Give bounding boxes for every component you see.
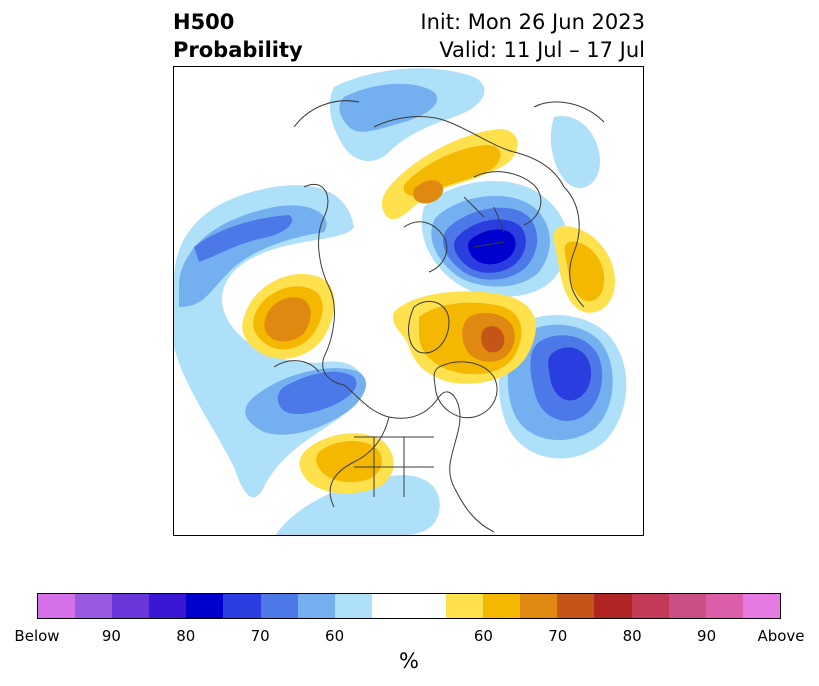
colorbar-swatch: [186, 594, 224, 618]
title-valid-range: Valid: 11 Jul – 17 Jul: [439, 38, 645, 62]
colorbar-swatch: [297, 594, 335, 618]
colorbar-swatch: [38, 594, 76, 618]
anomaly-region-west-coast-orange: [264, 297, 311, 342]
anomaly-region-us-gold: [316, 441, 382, 483]
colorbar-tick-label: 90: [697, 627, 717, 645]
colorbar: [37, 593, 781, 619]
colorbar-swatch: [705, 594, 743, 618]
colorbar-swatch: [371, 594, 409, 618]
colorbar-swatch: [520, 594, 558, 618]
colorbar-swatch: [75, 594, 113, 618]
colorbar-swatch: [594, 594, 632, 618]
polar-map-svg: [174, 68, 627, 535]
colorbar-swatch: [446, 594, 484, 618]
colorbar-tick-label: 70: [250, 627, 270, 645]
anomaly-region-eurasia-core: [467, 229, 516, 265]
colorbar-swatch: [483, 594, 521, 618]
title-variable: H500: [173, 10, 235, 34]
chart-title-left: H500 Probability: [173, 8, 303, 64]
title-init-date: Init: Mon 26 Jun 2023: [420, 10, 645, 34]
chart-title-right: Init: Mon 26 Jun 2023 Valid: 11 Jul – 17…: [420, 8, 645, 64]
colorbar-swatch: [742, 594, 780, 618]
anomaly-region-east-top: [550, 116, 600, 188]
colorbar-swatch: [408, 594, 447, 618]
colorbar-swatch: [557, 594, 595, 618]
colorbar-tick-label: Below: [14, 627, 60, 645]
coastlines: [273, 100, 605, 533]
anomaly-region-north-mid: [339, 83, 438, 132]
colorbar-tick-label: 70: [548, 627, 568, 645]
colorbar-swatch: [631, 594, 669, 618]
colorbar-swatch: [668, 594, 706, 618]
colorbar-tick-label: 60: [325, 627, 345, 645]
colorbar-tick-label: 90: [101, 627, 121, 645]
colorbar-tick-label: 60: [473, 627, 493, 645]
anomaly-region-atlantic-deep: [548, 347, 592, 401]
anomaly-region-greenland-rust: [481, 326, 505, 353]
colorbar-swatch: [223, 594, 261, 618]
anomaly-region-west-blue: [194, 215, 293, 262]
anomaly-region-east-gold: [564, 241, 605, 302]
colorbar-swatch: [112, 594, 150, 618]
colorbar-tick-label: Above: [757, 627, 805, 645]
colorbar-swatch: [260, 594, 298, 618]
colorbar-tick-label: 80: [622, 627, 642, 645]
anomaly-region-south: [275, 475, 440, 535]
probability-map: [173, 66, 644, 536]
anomaly-region-canada-orange: [413, 180, 444, 204]
colorbar-swatch: [149, 594, 187, 618]
anomaly-region-pacific-west-mid: [179, 205, 327, 307]
title-product: Probability: [173, 38, 303, 62]
colorbar-unit-label: %: [399, 649, 419, 673]
colorbar-tick-label: 80: [176, 627, 196, 645]
colorbar-swatch: [334, 594, 372, 618]
